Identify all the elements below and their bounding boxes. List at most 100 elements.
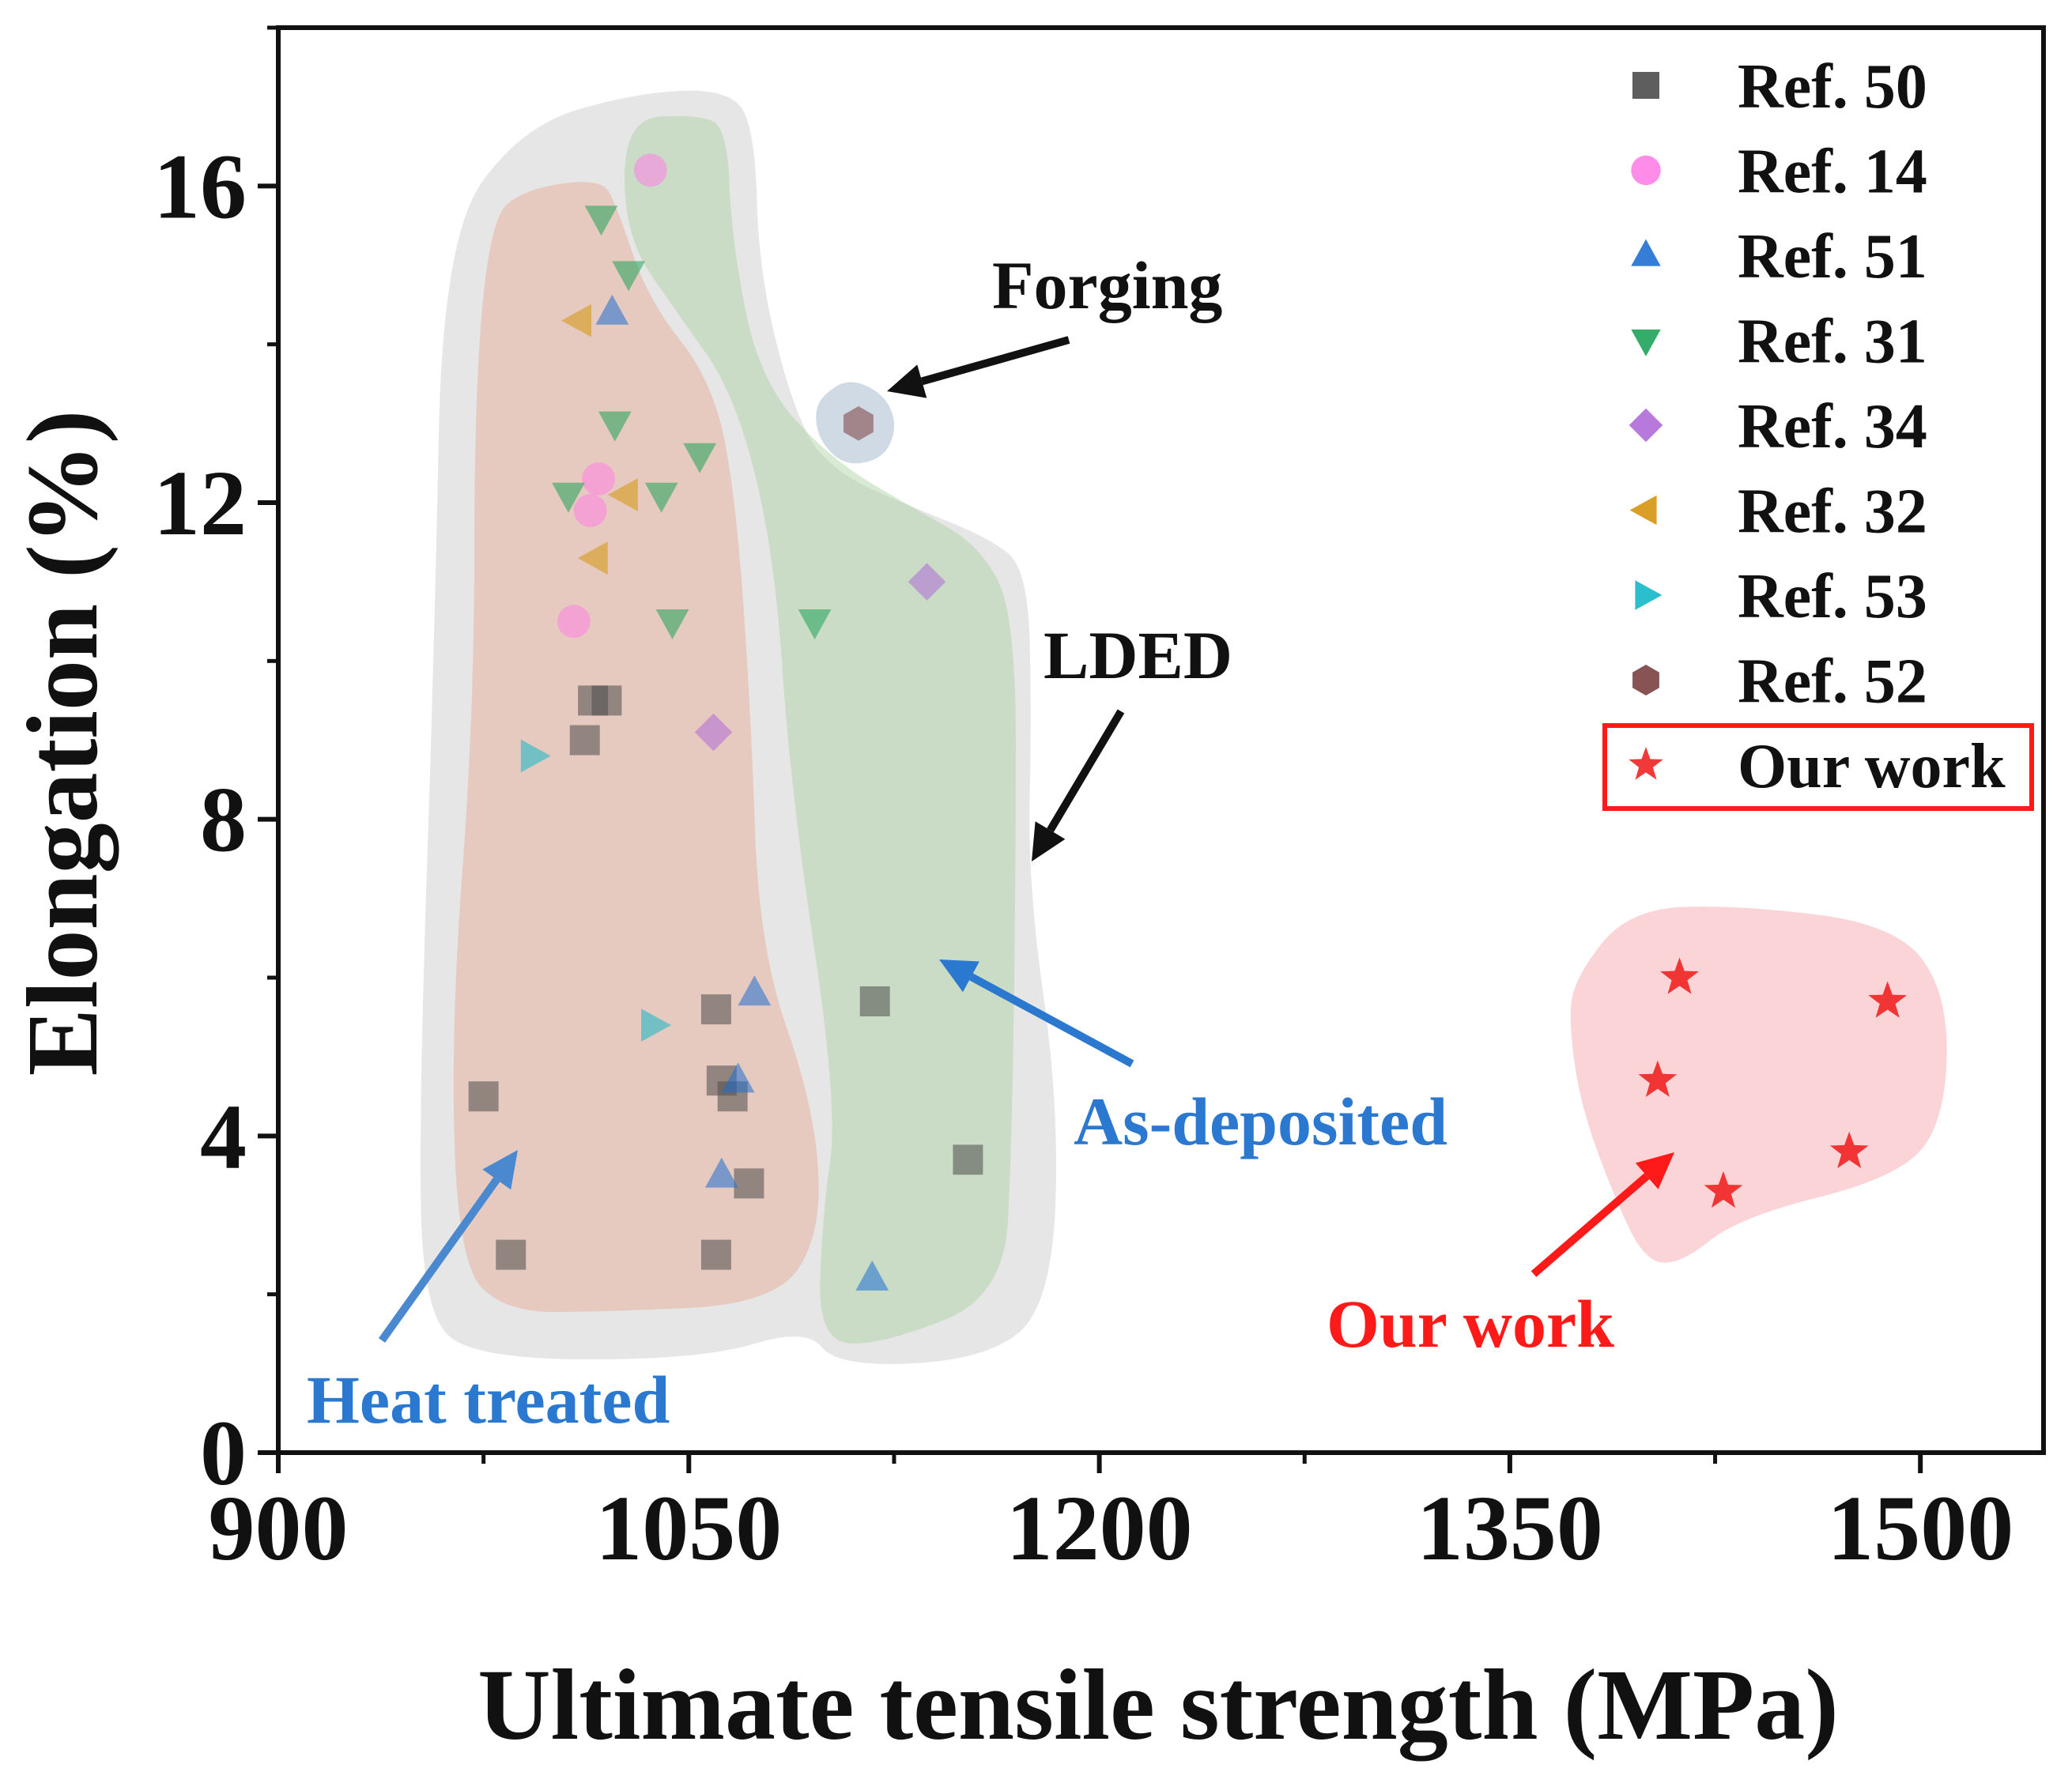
- x-tick-label-2: 1200: [1006, 1476, 1193, 1580]
- point-ref-14-3: [557, 605, 591, 639]
- point-ref-50-11: [953, 1144, 983, 1175]
- arrow-lded-head: [1032, 821, 1066, 861]
- legend-label-ref-53: Ref. 53: [1738, 562, 1927, 631]
- point-ref-50-9: [700, 1239, 731, 1270]
- point-ref-14-2: [573, 494, 607, 527]
- point-ref-31-0: [584, 205, 618, 236]
- x-tick-label-1: 1050: [595, 1476, 782, 1580]
- point-ref-53-0: [520, 739, 551, 773]
- legend-marker-ref-50: [1632, 72, 1659, 99]
- point-our-work-2: [1638, 1060, 1678, 1097]
- point-ref-31-1: [612, 261, 646, 292]
- annotation-our-work: Our work: [1327, 1286, 1614, 1362]
- legend-label-ref-34: Ref. 34: [1738, 392, 1927, 462]
- legend-marker-ref-14: [1631, 155, 1661, 186]
- point-ref-14-1: [582, 462, 615, 496]
- point-ref-31-4: [644, 482, 678, 513]
- region-as-deposited: [625, 115, 1016, 1344]
- annotation-heat-treated: Heat treated: [307, 1362, 670, 1438]
- arrow-our-work: [1530, 1152, 1674, 1277]
- y-axis-title: Elongation (%): [6, 410, 119, 1076]
- x-axis-title: Ultimate tensile strength (MPa): [477, 1649, 1839, 1761]
- point-ref-32-2: [577, 541, 608, 575]
- arrows-layer: [378, 336, 1674, 1343]
- arrow-as-deposited-shaft: [969, 973, 1134, 1068]
- point-our-work-1: [1868, 981, 1908, 1018]
- legend-marker-ref-32: [1629, 495, 1657, 526]
- legend-marker-our-work: [1629, 747, 1663, 780]
- arrow-our-work-shaft: [1530, 1173, 1650, 1277]
- legend-marker-ref-34: [1629, 408, 1663, 443]
- x-tick-label-0: 900: [209, 1476, 349, 1580]
- region-heat-treated: [453, 182, 819, 1312]
- axes: 900 1050 1200 1350 1500 0 4 8 12 16: [153, 25, 2046, 1580]
- annotation-lded: LDED: [1044, 617, 1232, 693]
- point-ref-51-2: [721, 1062, 755, 1093]
- point-ref-53-1: [641, 1008, 672, 1042]
- plot-frame: [276, 25, 2046, 1455]
- legend-marker-ref-52: [1632, 664, 1659, 696]
- arrow-lded: [1032, 709, 1125, 861]
- point-ref-34-0: [908, 563, 946, 601]
- annotation-as-deposited: As-deposited: [1074, 1084, 1447, 1159]
- y-tick-label-4: 16: [153, 134, 247, 238]
- y-tick-label-0: 0: [200, 1401, 247, 1505]
- point-our-work-4: [1704, 1170, 1743, 1208]
- arrow-lded-shaft: [1047, 709, 1125, 833]
- legend-label-ref-50: Ref. 50: [1738, 52, 1927, 122]
- point-ref-50-1: [578, 685, 609, 716]
- points-layer: [468, 153, 1908, 1291]
- legend-highlight-box: [1602, 723, 2034, 811]
- point-ref-34-1: [694, 713, 733, 752]
- region-our-work: [1570, 907, 1947, 1263]
- point-ref-31-2: [598, 411, 632, 442]
- point-ref-31-7: [798, 609, 832, 640]
- point-ref-50-10: [859, 986, 890, 1017]
- point-ref-31-3: [552, 482, 585, 513]
- legend-label-ref-52: Ref. 52: [1738, 647, 1927, 717]
- legend-label-ref-32: Ref. 32: [1738, 477, 1927, 547]
- point-ref-50-3: [700, 994, 731, 1025]
- y-tick-label-1: 4: [200, 1084, 247, 1188]
- legend-label-ref-14: Ref. 14: [1738, 138, 1927, 207]
- arrow-forging-shaft: [920, 336, 1070, 386]
- arrow-as-deposited: [939, 959, 1134, 1068]
- point-ref-51-0: [595, 294, 629, 325]
- point-ref-51-3: [704, 1157, 738, 1188]
- legend-label-our-work: Our work: [1738, 732, 2006, 801]
- point-ref-51-1: [738, 975, 772, 1006]
- point-ref-31-6: [655, 609, 689, 640]
- point-ref-32-0: [561, 303, 592, 337]
- point-ref-50-8: [496, 1239, 526, 1270]
- arrow-heat-treated: [378, 1150, 518, 1343]
- arrow-heat-treated-head: [482, 1150, 518, 1190]
- point-ref-50-6: [734, 1168, 764, 1199]
- point-ref-32-1: [607, 478, 638, 511]
- arrow-heat-treated-shaft: [378, 1177, 500, 1343]
- point-ref-52-0: [844, 405, 874, 441]
- legend-marker-ref-51: [1631, 239, 1661, 266]
- arrow-forging-head: [887, 364, 927, 398]
- regions-layer: [421, 90, 1947, 1364]
- x-tick-label-4: 1500: [1827, 1476, 2014, 1580]
- y-tick-label-2: 8: [200, 768, 247, 872]
- arrow-forging: [887, 336, 1070, 398]
- x-tick-label-3: 1350: [1417, 1476, 1603, 1580]
- arrow-our-work-head: [1635, 1152, 1674, 1189]
- annotation-forging: Forging: [992, 247, 1222, 323]
- point-ref-50-7: [468, 1081, 499, 1112]
- region-lded: [421, 90, 1056, 1364]
- legend-label-ref-31: Ref. 31: [1738, 307, 1927, 377]
- point-ref-31-5: [683, 443, 717, 473]
- point-ref-14-0: [633, 153, 667, 187]
- legend-marker-ref-31: [1631, 329, 1661, 356]
- legend-label-ref-51: Ref. 51: [1738, 222, 1927, 292]
- point-ref-51-4: [855, 1260, 889, 1291]
- point-our-work-3: [1829, 1131, 1869, 1169]
- legend-marker-ref-53: [1635, 580, 1663, 610]
- legend: Ref. 50 Ref. 14 Ref. 51 Ref. 31 Ref. 34 Ref. …: [1602, 52, 2034, 811]
- arrow-as-deposited-head: [939, 959, 979, 993]
- y-tick-label-3: 12: [153, 451, 247, 555]
- point-ref-50-2: [569, 725, 600, 756]
